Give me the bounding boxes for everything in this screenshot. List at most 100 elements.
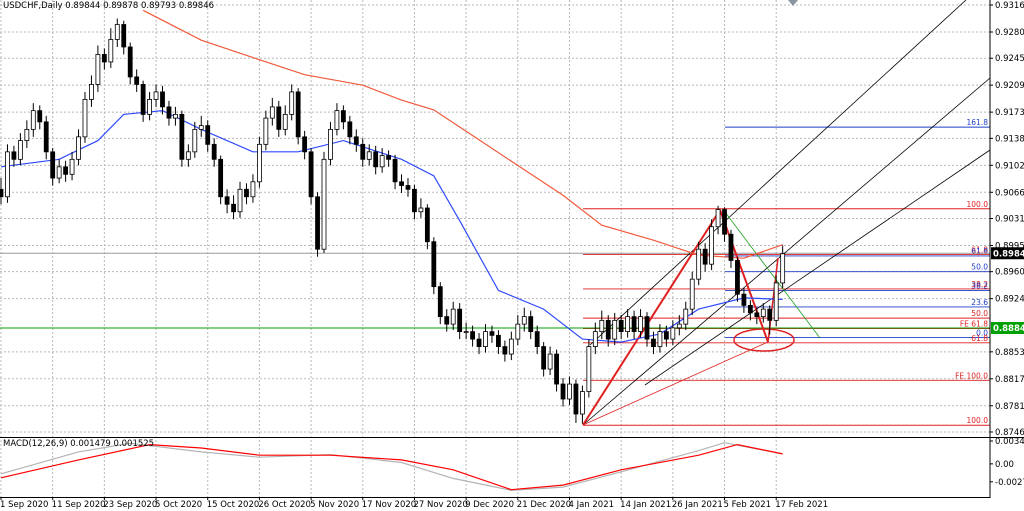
candle-body bbox=[289, 91, 295, 115]
candle-body bbox=[160, 91, 165, 108]
drawings bbox=[582, 0, 991, 426]
candle-body bbox=[444, 316, 450, 325]
candle-body bbox=[741, 293, 747, 306]
candle-body bbox=[50, 151, 56, 179]
candle-body bbox=[218, 158, 224, 198]
candle-body bbox=[722, 209, 727, 235]
macd-line bbox=[0, 443, 783, 491]
candle-body bbox=[11, 151, 17, 160]
macd-title: MACD(12,26,9) bbox=[3, 439, 68, 449]
candle-body bbox=[302, 136, 308, 153]
readout: 0.89793 bbox=[141, 1, 176, 11]
candle-body bbox=[153, 91, 159, 100]
candle-body bbox=[166, 106, 172, 119]
macd-line bbox=[0, 442, 783, 492]
plot bbox=[0, 9, 786, 492]
x-tick-label: 9 Dec 2020 bbox=[465, 500, 514, 510]
x-tick-label: 27 Nov 2020 bbox=[413, 500, 467, 510]
candle-body bbox=[30, 110, 36, 130]
candle-body bbox=[95, 54, 101, 85]
channel-line bbox=[589, 0, 967, 346]
candle-body bbox=[347, 121, 353, 138]
y-tick-label: 0.87460 bbox=[995, 428, 1024, 438]
candle-body bbox=[586, 346, 592, 392]
candle-body bbox=[424, 207, 430, 243]
candle-body bbox=[5, 151, 10, 198]
candle-body bbox=[599, 319, 605, 333]
candle-body bbox=[773, 282, 779, 321]
moving-average bbox=[142, 9, 783, 259]
candle-body bbox=[295, 91, 301, 138]
x-tick-label: 14 Jan 2021 bbox=[620, 500, 671, 510]
fib-label: 61.8 bbox=[971, 247, 988, 256]
candle-body bbox=[605, 319, 611, 340]
candle-body bbox=[24, 128, 30, 141]
candle-body bbox=[580, 391, 585, 415]
candle-body bbox=[670, 327, 676, 340]
channel-line bbox=[644, 149, 991, 386]
candle-body bbox=[696, 248, 702, 280]
readout: 0.89844 bbox=[65, 1, 100, 11]
candle-body bbox=[657, 331, 663, 347]
candle-body bbox=[399, 181, 404, 186]
candle-body bbox=[592, 331, 598, 347]
x-tick-label: 23 Sep 2020 bbox=[103, 500, 157, 510]
candle-body bbox=[780, 253, 786, 284]
candle-body bbox=[250, 181, 256, 198]
fib-label: 61.8 bbox=[971, 245, 988, 254]
candle-body bbox=[489, 331, 495, 336]
candle-body bbox=[244, 188, 249, 198]
macd-header: MACD(12,26,9) 0.001479 0.001525 bbox=[3, 439, 154, 449]
candle-body bbox=[476, 338, 482, 347]
candle-body bbox=[508, 338, 514, 355]
price-label: 0.88848 bbox=[993, 324, 1024, 334]
candle-body bbox=[108, 39, 114, 63]
candle-body bbox=[483, 331, 488, 347]
chart-title: USDCHF,Daily bbox=[3, 1, 63, 11]
candle-body bbox=[37, 110, 43, 123]
candle-body bbox=[198, 125, 204, 130]
candle-body bbox=[63, 166, 69, 175]
x-tick-label: 4 Jan 2021 bbox=[568, 500, 614, 510]
candle-body bbox=[89, 84, 94, 100]
x-tick-label: 17 Nov 2020 bbox=[362, 500, 416, 510]
candle-body bbox=[140, 84, 146, 115]
candle-body bbox=[263, 117, 269, 145]
x-tick-label: 5 Oct 2020 bbox=[155, 500, 202, 510]
candle-body bbox=[631, 316, 637, 333]
candle-body bbox=[760, 308, 766, 318]
candle-body bbox=[340, 110, 346, 123]
candle-body bbox=[127, 46, 133, 78]
candle-body bbox=[573, 383, 579, 415]
fib-label: 23.6 bbox=[971, 298, 988, 307]
chart-header: USDCHF,Daily 0.89844 0.89878 0.89793 0.8… bbox=[3, 1, 214, 11]
candle-body bbox=[315, 196, 320, 250]
fib-label: 61.8 bbox=[971, 334, 988, 343]
candle-body bbox=[651, 338, 656, 347]
fib-label: 50.0 bbox=[971, 263, 988, 272]
candle-body bbox=[709, 226, 715, 265]
candle-body bbox=[366, 151, 372, 160]
price-box bbox=[991, 322, 1024, 335]
candle-body bbox=[224, 196, 230, 205]
x-tick-label: 21 Dec 2020 bbox=[517, 500, 571, 510]
candle-body bbox=[612, 319, 618, 340]
candle-body bbox=[276, 106, 282, 130]
candle-body bbox=[528, 316, 534, 333]
candle-body bbox=[515, 323, 521, 340]
fib-label: 100.0 bbox=[967, 416, 989, 425]
candle-body bbox=[567, 383, 572, 400]
candle-body bbox=[638, 316, 643, 333]
x-tick-label: 5 Feb 2021 bbox=[724, 500, 772, 510]
candle-body bbox=[121, 24, 127, 48]
candle-body bbox=[663, 331, 669, 340]
y-tick-label: -0.00271 bbox=[995, 478, 1024, 488]
candle-body bbox=[715, 209, 721, 228]
candle-body bbox=[134, 76, 140, 85]
